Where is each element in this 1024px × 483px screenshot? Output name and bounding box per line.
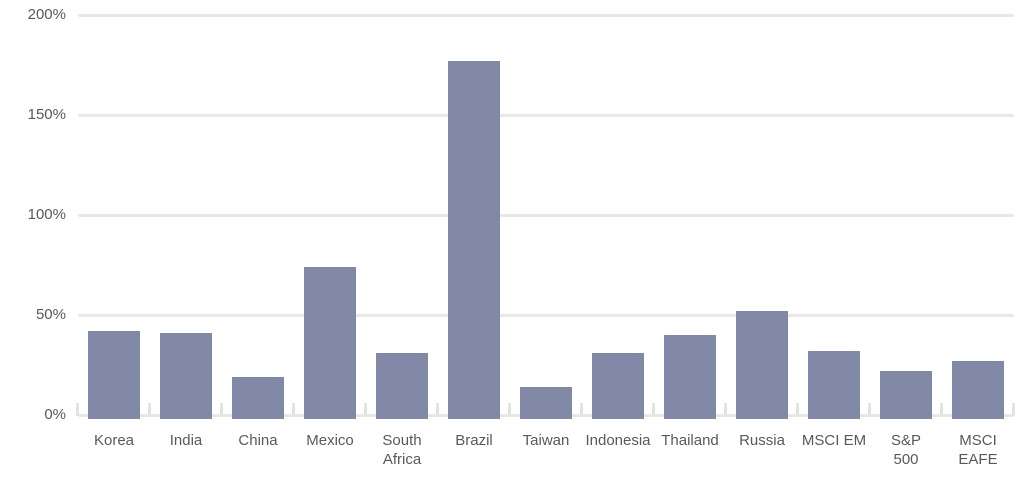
bar-south-africa <box>376 353 428 419</box>
x-axis-tick <box>436 403 439 416</box>
x-axis-tick <box>220 403 223 416</box>
bar-brazil <box>448 61 500 419</box>
y-axis-label-50pct: 50% <box>35 306 66 323</box>
x-axis-label-mexico: Mexico <box>306 432 354 449</box>
y-axis-label-100pct: 100% <box>27 206 66 223</box>
bar-india <box>160 333 212 419</box>
bar-korea <box>88 331 140 419</box>
x-axis-tick <box>796 403 799 416</box>
y-axis-label-200pct: 200% <box>27 6 66 23</box>
x-axis-label-s-p-500: S&P 500 <box>890 432 921 468</box>
x-axis-tick <box>580 403 583 416</box>
x-axis-label-indonesia: Indonesia <box>585 432 651 449</box>
x-axis-tick <box>724 403 727 416</box>
bar-indonesia <box>592 353 644 419</box>
y-axis-label-150pct: 150% <box>27 106 66 123</box>
x-axis-label-msci-eafe: MSCI EAFE <box>958 432 998 468</box>
x-axis-label-thailand: Thailand <box>661 432 719 449</box>
bar-s-p-500 <box>880 371 932 419</box>
gridline-100pct <box>78 214 1014 217</box>
bar-mexico <box>304 267 356 419</box>
bar-china <box>232 377 284 419</box>
x-axis-tick <box>868 403 871 416</box>
gridline-200pct <box>78 14 1014 17</box>
bar-taiwan <box>520 387 572 419</box>
x-axis-tick <box>508 403 511 416</box>
gridline-50pct <box>78 314 1014 317</box>
bar-msci-eafe <box>952 361 1004 419</box>
x-axis-tick <box>652 403 655 416</box>
x-axis-label-south-africa: South Africa <box>382 432 422 468</box>
x-axis-label-brazil: Brazil <box>455 432 493 449</box>
x-axis-label-korea: Korea <box>93 432 135 449</box>
x-axis-label-taiwan: Taiwan <box>522 432 570 449</box>
x-axis-label-russia: Russia <box>739 432 785 449</box>
gridline-150pct <box>78 114 1014 117</box>
x-axis-tick <box>76 403 79 416</box>
x-axis-label-china: China <box>238 432 278 449</box>
bar-russia <box>736 311 788 419</box>
x-axis-label-india: India <box>169 432 203 449</box>
y-axis-label-0pct: 0% <box>44 406 66 423</box>
x-axis-tick <box>364 403 367 416</box>
bar-msci-em <box>808 351 860 419</box>
x-axis-tick <box>148 403 151 416</box>
x-axis-tick <box>292 403 295 416</box>
x-axis-label-msci-em: MSCI EM <box>801 432 867 449</box>
x-axis-tick <box>940 403 943 416</box>
x-axis-tick <box>1012 403 1015 416</box>
bar-thailand <box>664 335 716 419</box>
